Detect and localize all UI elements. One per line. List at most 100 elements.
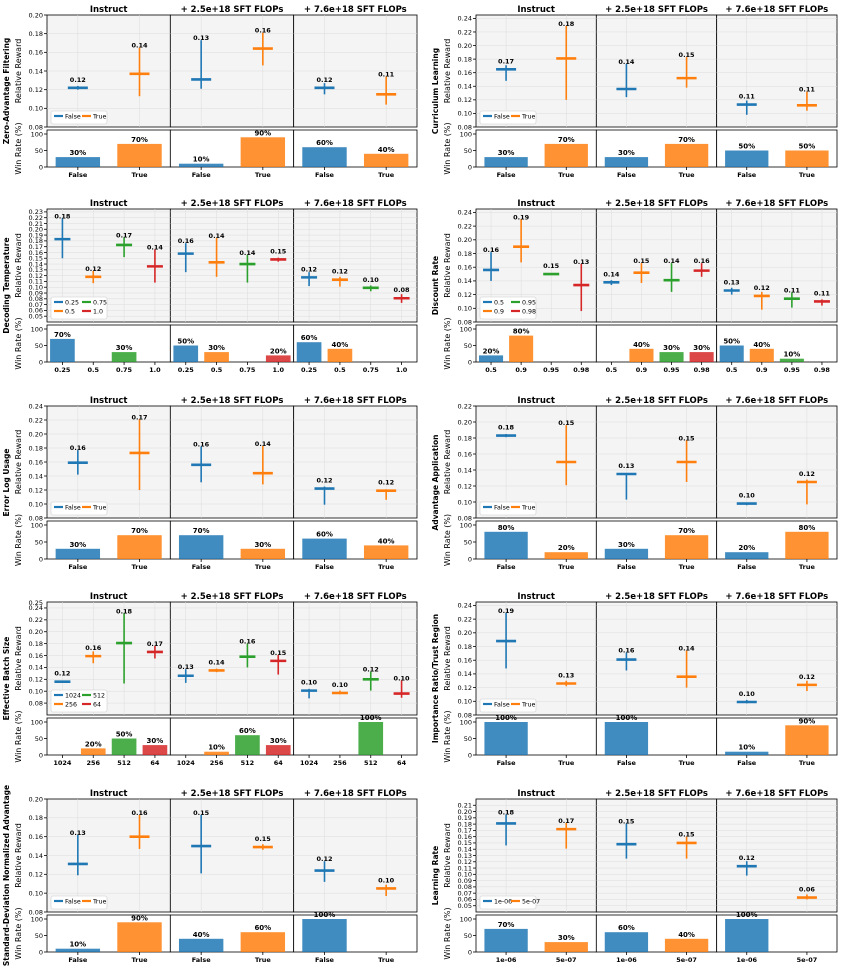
panel-title: + 7.6e+18 SFT FLOPs bbox=[304, 199, 407, 209]
legend-label: 0.25 bbox=[65, 300, 79, 307]
chart-5: Advantage Application Relative Reward Win … bbox=[431, 396, 838, 571]
ytick-label: 0.16 bbox=[458, 264, 472, 272]
ytick-label: 0.20 bbox=[458, 42, 472, 50]
ylabel-win-rate: Win Rate (%) bbox=[443, 710, 452, 762]
xtick-label: True bbox=[132, 563, 149, 571]
xtick-label: True bbox=[255, 171, 272, 179]
ytick-label: 0.20 bbox=[458, 236, 472, 244]
win-label: 30% bbox=[254, 541, 271, 549]
mean-label: 0.10 bbox=[301, 679, 318, 687]
ytick-label: 0.22 bbox=[29, 616, 43, 624]
xtick-label: 1.0 bbox=[149, 366, 161, 374]
xtick-label: False bbox=[617, 563, 637, 571]
win-ytick-label: 0 bbox=[39, 948, 43, 956]
mean-label: 0.16 bbox=[618, 647, 635, 655]
win-bar bbox=[544, 942, 588, 952]
mean-label: 0.15 bbox=[633, 257, 650, 265]
xtick-label: 512 bbox=[241, 759, 255, 767]
mean-label: 0.11 bbox=[814, 289, 831, 297]
panel-title: + 7.6e+18 SFT FLOPs bbox=[304, 789, 407, 799]
panel-title: + 7.6e+18 SFT FLOPs bbox=[725, 396, 828, 406]
ytick-label: 0.05 bbox=[29, 313, 43, 321]
win-label: 100% bbox=[314, 911, 336, 919]
ytick-label: 0.19 bbox=[458, 814, 472, 822]
win-ytick-label: 0 bbox=[468, 358, 472, 366]
win-bar bbox=[235, 735, 260, 755]
mean-label: 0.14 bbox=[664, 257, 681, 265]
ytick-label: 0.14 bbox=[458, 277, 472, 285]
mean-label: 0.10 bbox=[332, 681, 349, 689]
legend-label: 0.5 bbox=[494, 300, 504, 307]
win-ytick-label: 100 bbox=[460, 325, 472, 333]
xtick-label: 256 bbox=[210, 759, 224, 767]
ytick-label: 0.07 bbox=[458, 889, 472, 897]
ytick-label: 0.16 bbox=[29, 833, 43, 841]
reward-panel bbox=[293, 208, 418, 323]
win-bar bbox=[719, 345, 744, 362]
legend-label: True bbox=[521, 505, 536, 512]
ytick-label: 0.08 bbox=[458, 514, 472, 522]
mean-label: 0.17 bbox=[498, 57, 514, 65]
xtick-label: True bbox=[799, 171, 816, 179]
legend-label: False bbox=[65, 114, 81, 121]
mean-label: 0.10 bbox=[363, 276, 380, 284]
legend-label: 1e-06 bbox=[494, 899, 512, 906]
ytick-label: 0.18 bbox=[29, 237, 43, 245]
legend-label: True bbox=[521, 114, 536, 121]
win-bar bbox=[629, 348, 654, 362]
legend-box bbox=[50, 296, 108, 320]
win-bar bbox=[296, 342, 322, 362]
xtick-label: 512 bbox=[364, 759, 378, 767]
row-label: Decoding Temperature bbox=[2, 237, 11, 333]
chart-1: Curriculum Learning Relative Reward Win Ra… bbox=[431, 5, 838, 179]
ytick-label: 0.18 bbox=[458, 820, 472, 828]
row-label: Curriculum Learning bbox=[431, 48, 440, 134]
xtick-label: True bbox=[799, 759, 816, 767]
legend-box bbox=[479, 501, 537, 516]
mean-label: 0.15 bbox=[543, 262, 560, 270]
reward-panel bbox=[716, 601, 838, 716]
xtick-label: False bbox=[497, 171, 517, 179]
ytick-label: 0.09 bbox=[458, 877, 472, 885]
xtick-label: False bbox=[68, 956, 88, 964]
panel-2: + 7.6e+18 SFT FLOPs 0.12 0.06 100% 1e-06 5e-0… bbox=[716, 789, 838, 964]
panel-2: + 7.6e+18 SFT FLOPs 0.12 0.10 100% False True bbox=[293, 789, 418, 964]
xtick-label: 0.5 bbox=[334, 366, 346, 374]
xtick-label: True bbox=[558, 563, 575, 571]
reward-panel bbox=[716, 405, 838, 519]
mean-label: 0.12 bbox=[363, 666, 379, 674]
panel-title: + 7.6e+18 SFT FLOPs bbox=[304, 592, 407, 602]
ylabel-relative-reward: Relative Reward bbox=[443, 823, 452, 888]
xtick-label: True bbox=[679, 171, 696, 179]
win-bar bbox=[659, 352, 684, 362]
reward-panel bbox=[716, 208, 838, 323]
ylabel-win-rate: Win Rate (%) bbox=[443, 317, 452, 369]
win-bar bbox=[50, 338, 75, 362]
mean-label: 0.13 bbox=[558, 671, 574, 679]
mean-label: 0.12 bbox=[54, 670, 70, 678]
panel-0: Instruct 0.12 0.14 30% False 70% True False True bbox=[46, 5, 171, 179]
win-label: 50% bbox=[799, 143, 816, 151]
win-ytick-label: 0 bbox=[39, 555, 43, 563]
mean-label: 0.12 bbox=[799, 673, 815, 681]
mean-label: 0.16 bbox=[255, 27, 272, 35]
panel-title: + 2.5e+18 SFT FLOPs bbox=[181, 5, 284, 15]
win-ytick-label: 100 bbox=[460, 915, 472, 923]
win-bar bbox=[785, 531, 829, 559]
xtick-label: 0.9 bbox=[515, 366, 527, 374]
ylabel-relative-reward: Relative Reward bbox=[443, 233, 452, 298]
xtick-label: True bbox=[378, 956, 395, 964]
win-ytick-label: 100 bbox=[460, 521, 472, 529]
ytick-label: 0.12 bbox=[29, 86, 43, 94]
win-ytick-label: 50 bbox=[464, 538, 472, 546]
xtick-label: 0.98 bbox=[573, 366, 590, 374]
ylabel-relative-reward: Relative Reward bbox=[14, 233, 23, 298]
win-label: 100% bbox=[616, 714, 638, 722]
ytick-label: 0.24 bbox=[29, 604, 43, 612]
win-bar bbox=[111, 738, 137, 755]
reward-panel bbox=[595, 405, 718, 519]
reward-panel bbox=[475, 601, 597, 716]
win-label: 70% bbox=[678, 136, 695, 144]
win-label: 100% bbox=[360, 714, 382, 722]
xtick-label: False bbox=[315, 171, 335, 179]
